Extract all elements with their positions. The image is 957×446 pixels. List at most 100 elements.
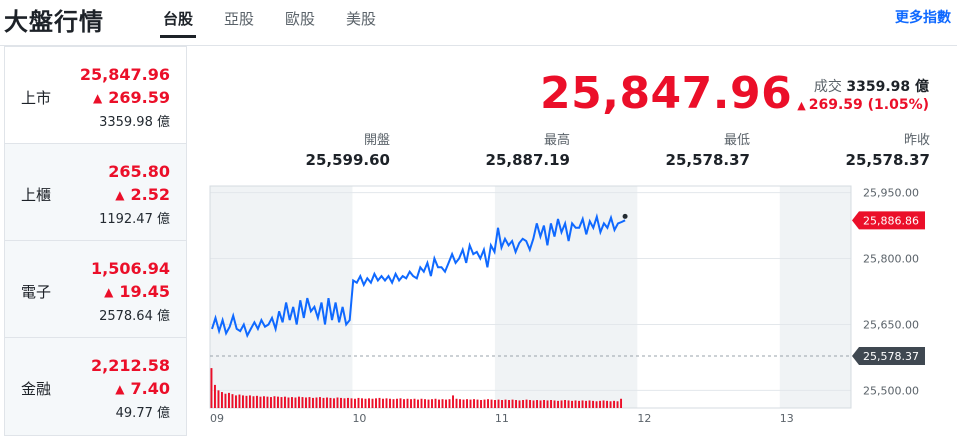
volume-bar bbox=[389, 398, 391, 408]
volume-bar bbox=[434, 398, 437, 408]
volume-bar bbox=[473, 399, 475, 408]
stat-label: 開盤 bbox=[363, 133, 390, 148]
price-change: ▲ 269.59 (1.05%) bbox=[797, 97, 929, 113]
volume-bar bbox=[599, 400, 602, 408]
volume-bar bbox=[606, 400, 609, 408]
stat-low: 最低 25,578.37 bbox=[610, 132, 750, 170]
up-triangle-icon: ▲ bbox=[93, 91, 103, 105]
volume-bar bbox=[413, 398, 416, 408]
current-price-tag-label: 25,886.86 bbox=[863, 214, 919, 227]
up-triangle-icon: ▲ bbox=[104, 285, 114, 299]
volume-bar bbox=[613, 400, 616, 408]
stat-prev-close: 昨收 25,578.37 bbox=[790, 132, 930, 170]
volume-bar bbox=[585, 400, 588, 408]
hour-band-shade bbox=[779, 186, 851, 408]
volume-bar bbox=[291, 397, 293, 408]
volume-bar bbox=[504, 399, 507, 408]
market-change: ▲ 19.45 bbox=[104, 282, 170, 301]
market-item-listed[interactable]: 上市 25,847.96 ▲ 269.59 3359.98 億 bbox=[5, 47, 186, 144]
tab-taiwan[interactable]: 台股 bbox=[160, 0, 196, 38]
tab-europe[interactable]: 歐股 bbox=[284, 10, 315, 28]
volume-bar bbox=[490, 399, 493, 408]
volume-bar bbox=[280, 397, 283, 408]
volume-bar bbox=[441, 399, 444, 408]
volume-bar bbox=[476, 399, 479, 408]
volume-bar bbox=[483, 399, 486, 408]
market-item-electronics[interactable]: 電子 1,506.94 ▲ 19.45 2578.64 億 bbox=[5, 241, 186, 338]
volume-bar bbox=[252, 396, 255, 408]
volume-bar bbox=[224, 393, 227, 408]
volume-bar bbox=[350, 398, 353, 408]
market-item-otc[interactable]: 上櫃 265.80 ▲ 2.52 1192.47 億 bbox=[5, 144, 186, 241]
volume-bar bbox=[396, 398, 398, 408]
x-tick-label: 10 bbox=[352, 412, 366, 425]
y-tick-label: 25,800.00 bbox=[863, 253, 919, 266]
volume-bar bbox=[375, 398, 377, 408]
volume-bar bbox=[221, 392, 223, 408]
volume-bar bbox=[417, 399, 419, 408]
market-change-value: 2.52 bbox=[130, 185, 170, 204]
stat-high: 最高 25,887.19 bbox=[430, 132, 570, 170]
volume-bar bbox=[448, 399, 451, 408]
volume-bar bbox=[312, 397, 314, 408]
market-change: ▲ 2.52 bbox=[115, 185, 170, 204]
volume-bar bbox=[557, 400, 559, 408]
volume-bar bbox=[256, 395, 258, 408]
volume-bar bbox=[340, 397, 342, 408]
volume-bar bbox=[427, 399, 430, 408]
volume-bar bbox=[263, 396, 265, 408]
volume-bar bbox=[315, 397, 318, 408]
volume-bar bbox=[567, 400, 570, 408]
more-indices-link[interactable]: 更多指數 bbox=[895, 10, 951, 26]
volume-bar bbox=[392, 399, 395, 408]
volume-bar bbox=[466, 399, 468, 408]
y-tick-label: 25,950.00 bbox=[863, 187, 919, 200]
volume-bar bbox=[382, 398, 384, 408]
trading-volume: 成交 3359.98 億 bbox=[814, 76, 929, 96]
market-change-value: 269.59 bbox=[108, 88, 170, 107]
volume-bar bbox=[480, 400, 482, 408]
volume-bar bbox=[525, 399, 528, 408]
market-name: 電子 bbox=[21, 283, 52, 301]
volume-bar bbox=[494, 400, 496, 408]
x-tick-label: 13 bbox=[780, 412, 794, 425]
x-tick-label: 12 bbox=[637, 412, 651, 425]
volume-bar bbox=[508, 400, 510, 408]
page-title: 大盤行情 bbox=[4, 8, 104, 36]
volume-bar bbox=[287, 397, 290, 408]
volume-bar bbox=[343, 398, 346, 408]
stat-label: 最低 bbox=[723, 133, 750, 148]
market-price: 25,847.96 bbox=[79, 65, 170, 84]
volume-bar bbox=[564, 400, 567, 408]
volume-bar bbox=[487, 399, 489, 408]
volume-bar bbox=[371, 398, 374, 408]
volume-bar bbox=[266, 396, 269, 408]
volume-bar bbox=[543, 400, 545, 408]
hour-band-shade bbox=[494, 186, 638, 408]
stat-value: 25,578.37 bbox=[665, 151, 750, 169]
up-triangle-icon: ▲ bbox=[115, 382, 125, 396]
volume-bar bbox=[399, 398, 402, 408]
tab-asia[interactable]: 亞股 bbox=[223, 10, 254, 28]
market-name: 上市 bbox=[21, 89, 52, 107]
volume-bar bbox=[284, 396, 286, 408]
volume-bar bbox=[294, 397, 297, 408]
volume-bar bbox=[424, 399, 426, 408]
volume-bar bbox=[336, 397, 339, 408]
volume-bar bbox=[368, 398, 370, 408]
tab-us[interactable]: 美股 bbox=[345, 10, 376, 28]
volume-bar bbox=[546, 400, 549, 408]
volume-bar bbox=[592, 400, 595, 408]
market-item-finance[interactable]: 金融 2,212.58 ▲ 7.40 49.77 億 bbox=[5, 338, 186, 435]
volume-bar bbox=[501, 400, 503, 408]
market-change-value: 19.45 bbox=[119, 282, 170, 301]
volume-bar bbox=[518, 400, 521, 408]
volume-bar bbox=[497, 399, 500, 408]
volume-bar bbox=[333, 398, 335, 408]
volume-bar bbox=[228, 392, 230, 408]
market-change: ▲ 269.59 bbox=[93, 88, 170, 107]
volume-bar bbox=[385, 398, 388, 408]
stat-value: 25,887.19 bbox=[485, 151, 570, 169]
hour-band-shade bbox=[210, 186, 353, 408]
